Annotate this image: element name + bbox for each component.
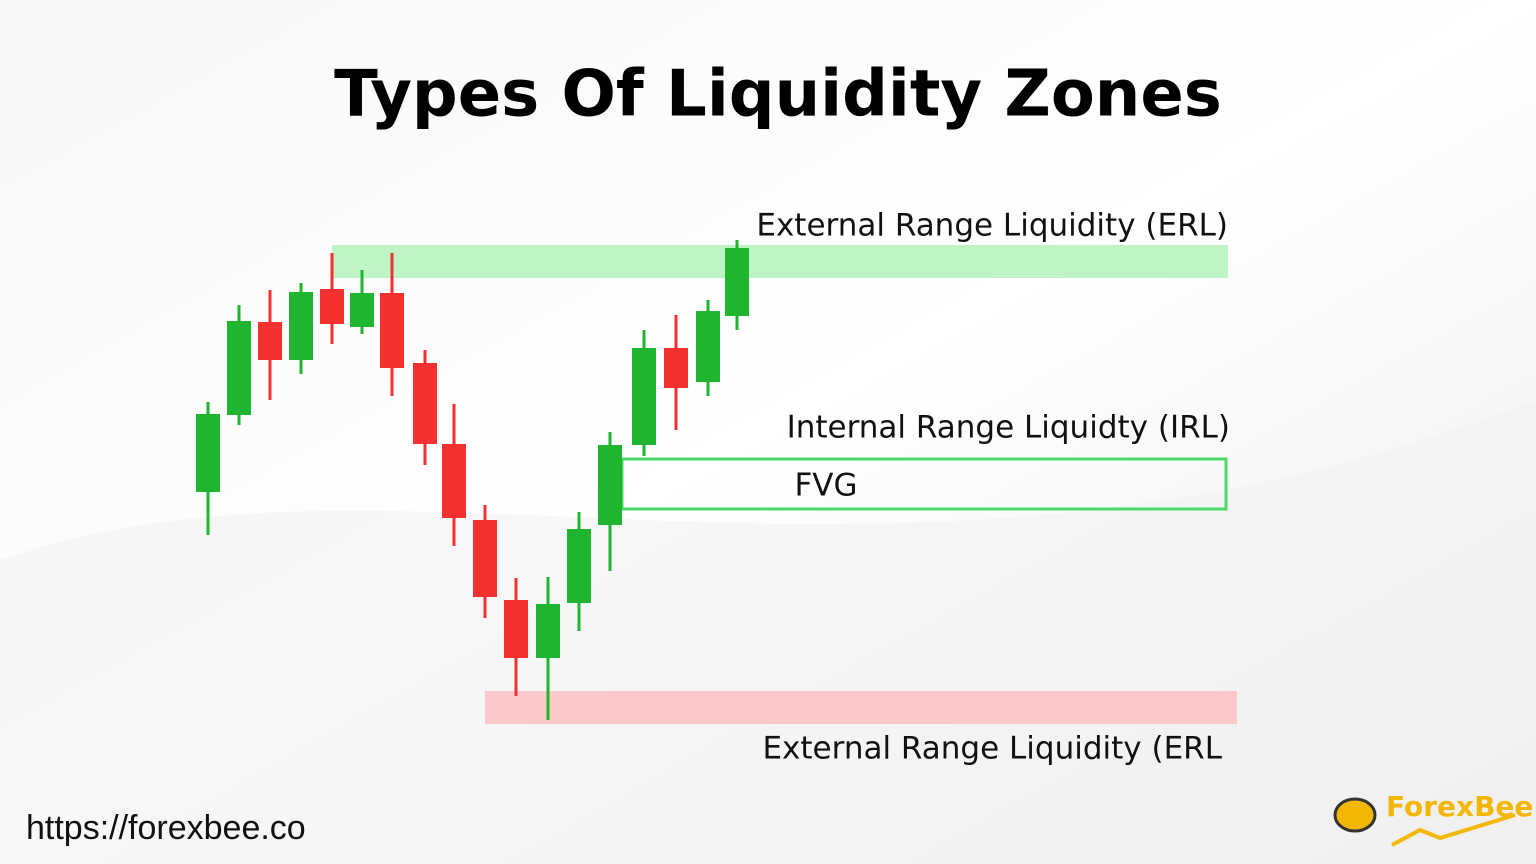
candle-body <box>725 248 749 316</box>
title: Types Of Liquidity Zones <box>334 58 1222 132</box>
candle-body <box>696 311 720 382</box>
erl-top-label: External Range Liquidity (ERL) <box>756 208 1228 244</box>
candles <box>196 240 749 720</box>
candle-body <box>227 321 251 415</box>
candle-body <box>380 293 404 368</box>
logo: ForexBee <box>1333 790 1533 847</box>
candle-body <box>567 529 591 603</box>
candle-body <box>442 444 466 518</box>
candle-body <box>664 348 688 388</box>
irl-label: Internal Range Liquidty (IRL) <box>787 410 1230 446</box>
logo-arrow <box>1391 813 1516 847</box>
erl-bottom-label: External Range Liquidity (ERL <box>762 731 1222 767</box>
candle-body <box>536 604 560 658</box>
candle-body <box>350 293 374 327</box>
candle-body <box>632 348 656 445</box>
candle-body <box>289 292 313 360</box>
logo-bee <box>1333 797 1377 833</box>
bg-swoosh <box>0 400 1536 864</box>
candle-body <box>320 289 344 324</box>
candle-body <box>473 520 497 597</box>
candle-body <box>504 600 528 658</box>
erl-top-zone <box>332 245 1228 278</box>
logo-text: ForexBee <box>1386 790 1533 823</box>
url: https://forexbee.co <box>26 809 306 847</box>
candle-body <box>258 322 282 360</box>
candle-body <box>413 363 437 444</box>
candle-body <box>598 445 622 525</box>
fvg-label: FVG <box>794 468 857 504</box>
candle-body <box>196 414 220 492</box>
erl-bottom-zone <box>485 691 1237 724</box>
